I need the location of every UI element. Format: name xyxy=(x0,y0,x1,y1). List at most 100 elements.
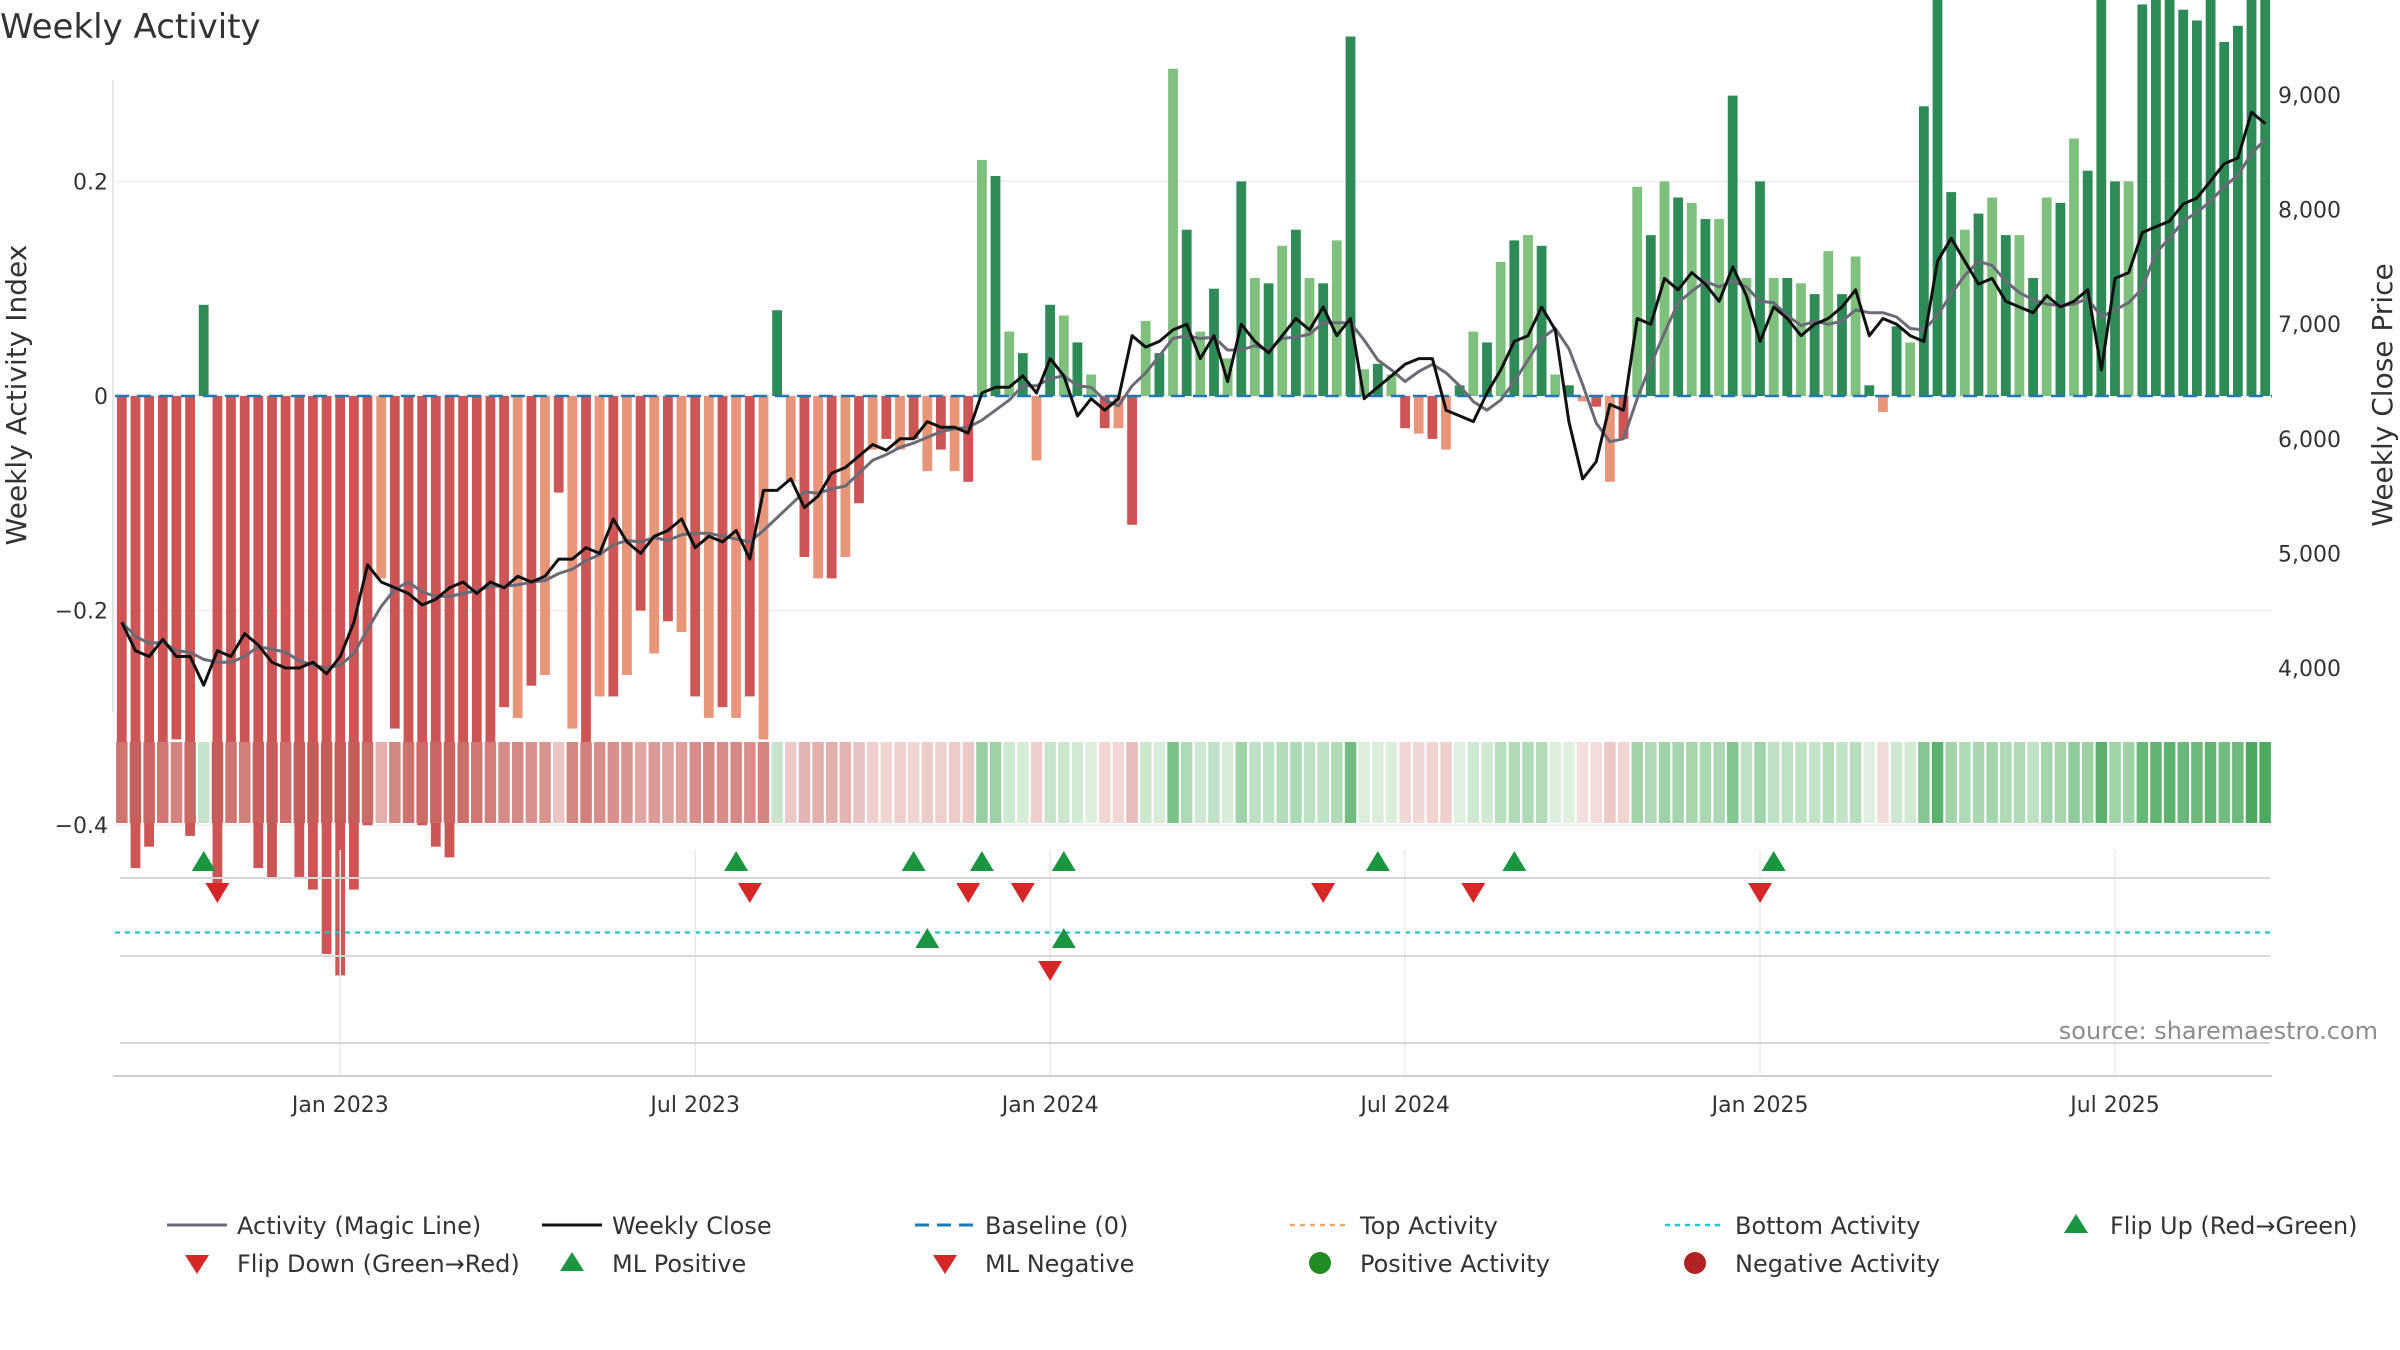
activity-bar xyxy=(1345,36,1356,396)
activity-bar xyxy=(198,304,209,396)
activity-bar xyxy=(280,396,291,815)
activity-bar xyxy=(2123,181,2134,396)
activity-bar xyxy=(1700,219,1711,396)
heat-cell xyxy=(2109,742,2121,823)
activity-bar xyxy=(1959,229,1970,396)
activity-bar xyxy=(389,396,400,729)
heat-cell xyxy=(1071,742,1084,823)
flip-up-marker xyxy=(191,851,216,871)
legend-label: Baseline (0) xyxy=(985,1212,1128,1240)
legend-label: Flip Down (Green→Red) xyxy=(237,1250,520,1278)
activity-bar xyxy=(1277,245,1288,396)
heat-cell xyxy=(826,742,838,823)
legend-item: Positive Activity xyxy=(1309,1250,1550,1278)
heat-cell xyxy=(539,742,551,823)
heat-cell xyxy=(1372,742,1384,823)
activity-bar xyxy=(744,396,755,697)
heat-cell xyxy=(2204,742,2217,823)
y2-axis-label: Weekly Close Price xyxy=(2366,263,2399,526)
heat-cell xyxy=(1986,742,1998,823)
legend-item: Flip Down (Green→Red) xyxy=(185,1250,520,1278)
heat-cell xyxy=(1535,742,1548,823)
flip-down-marker xyxy=(1461,883,1486,903)
activity-bar xyxy=(826,396,837,579)
legend-label: Activity (Magic Line) xyxy=(237,1212,481,1240)
activity-bar xyxy=(1386,374,1397,396)
legend-item: Bottom Activity xyxy=(1665,1212,1920,1240)
heat-cell xyxy=(1849,742,1862,823)
heat-cell xyxy=(1563,742,1575,823)
heat-cell xyxy=(252,742,265,823)
activity-bar xyxy=(1113,396,1124,429)
activity-bar xyxy=(799,396,810,557)
activity-bar xyxy=(253,396,264,869)
heat-cell xyxy=(785,742,797,823)
heat-cell xyxy=(1945,742,1957,823)
activity-bar xyxy=(758,396,769,740)
heat-cell xyxy=(648,742,660,823)
heat-cell xyxy=(1249,742,1261,823)
activity-bar xyxy=(417,396,428,826)
activity-bar xyxy=(267,396,277,879)
heat-cell xyxy=(2150,742,2162,823)
heat-cell xyxy=(2054,742,2067,823)
activity-bar xyxy=(2151,0,2161,397)
heat-cell xyxy=(1221,742,1234,823)
activity-bar xyxy=(1782,278,1793,396)
activity-bar xyxy=(649,396,660,654)
heat-cell xyxy=(143,742,155,823)
activity-bar xyxy=(1045,304,1055,396)
activity-bar xyxy=(1577,396,1588,402)
activity-bar xyxy=(1536,245,1547,396)
activity-bar xyxy=(1987,197,1997,396)
activity-bar xyxy=(663,396,673,622)
heat-cell xyxy=(416,742,428,823)
legend-positive-dot xyxy=(1309,1252,1331,1274)
flip-down-marker xyxy=(1010,883,1035,903)
heat-cell xyxy=(1931,742,1944,823)
heat-cell xyxy=(1918,742,1930,823)
heat-cell xyxy=(1454,742,1466,823)
heat-cell xyxy=(1180,742,1193,823)
heat-cell xyxy=(757,742,770,823)
y-axis-label: Weekly Activity Index xyxy=(0,245,33,546)
y-axis: −0.4−0.200.20.4 xyxy=(55,170,108,839)
legend-flip-up-icon xyxy=(2064,1214,2088,1233)
heat-cell xyxy=(375,742,387,823)
heat-cell xyxy=(1317,742,1329,823)
heat-cell xyxy=(1672,742,1684,823)
heat-cell xyxy=(771,742,783,823)
activity-bar xyxy=(2028,278,2038,396)
activity-bar xyxy=(526,396,537,686)
heat-cell xyxy=(1017,742,1029,823)
heat-cell xyxy=(989,742,1002,823)
heat-cell xyxy=(1658,742,1671,823)
heat-cell xyxy=(593,742,606,823)
heat-cell xyxy=(1303,742,1316,823)
heat-cell xyxy=(471,742,483,823)
activity-bar xyxy=(1509,240,1520,396)
activity-bar xyxy=(2000,235,2011,396)
activity-bar xyxy=(567,396,578,729)
heat-cell xyxy=(2122,742,2135,823)
heat-cell xyxy=(1126,742,1138,823)
activity-bar xyxy=(376,396,387,579)
legend-item: ML Positive xyxy=(560,1250,746,1278)
heat-cell xyxy=(266,742,278,823)
activity-bar xyxy=(1550,374,1561,396)
heat-cell xyxy=(894,742,906,823)
y-tick-label: −0.2 xyxy=(55,600,108,625)
legend-label: Weekly Close xyxy=(612,1212,772,1240)
activity-bar xyxy=(1072,342,1083,396)
activity-bar xyxy=(1632,186,1643,396)
heat-cell xyxy=(607,742,620,823)
activity-bar xyxy=(1495,261,1506,396)
activity-bar xyxy=(936,396,946,450)
activity-bar xyxy=(703,396,714,718)
flip-up-marker xyxy=(1761,851,1786,871)
heat-cell xyxy=(184,742,196,823)
activity-bar xyxy=(1140,320,1151,396)
heat-cell xyxy=(1959,742,1971,823)
activity-bar xyxy=(1878,396,1888,413)
ml-negative-marker xyxy=(1038,961,1063,981)
